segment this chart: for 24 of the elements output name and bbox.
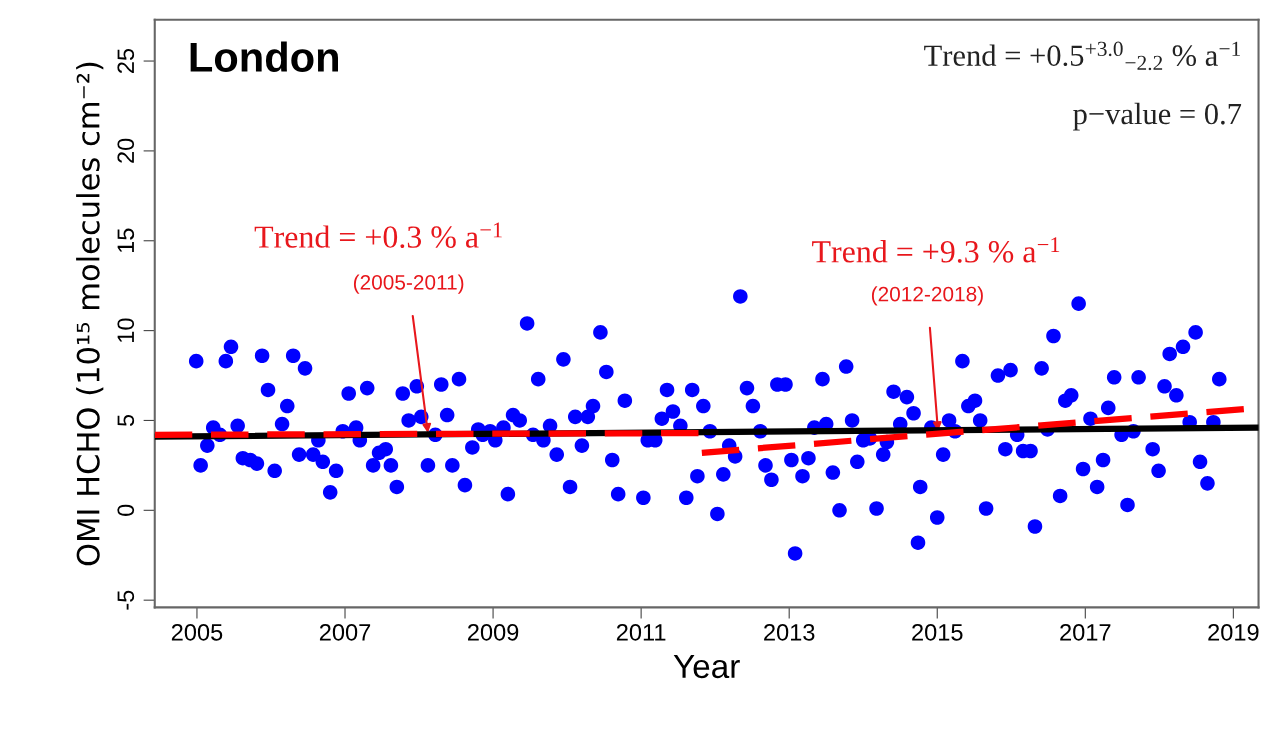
x-tick-label: 2017 <box>1060 623 1111 641</box>
annotation: p−value = 0.7 <box>1073 102 1242 131</box>
x-tick-label: 2015 <box>912 623 963 641</box>
y-tick-label: 0 <box>117 504 135 516</box>
annotation: Trend = +9.3 % a$^{−1}$ <box>812 237 1060 263</box>
y-axis-title: OMI HCHO (10¹⁵ molecules cm⁻²) <box>76 62 104 566</box>
annotation: Trend = +0.3 % a$^{−1}$ <box>254 222 502 249</box>
annotation: (2005-2011) <box>353 274 464 294</box>
annotation: (2012-2018) <box>871 286 983 306</box>
annotation: London <box>190 41 338 73</box>
y-tick-label: 15 <box>117 228 135 253</box>
x-tick-label: 2005 <box>171 623 223 641</box>
x-tick-label: 2009 <box>468 623 519 641</box>
y-tick-label: 25 <box>117 48 135 73</box>
y-tick-label: 20 <box>117 138 135 163</box>
y-tick-label: 5 <box>117 414 135 427</box>
annotation: Trend = +0.5$^{+3.0}$$_{−2.2}$ % a$^{−1}$ <box>924 41 1240 71</box>
y-tick-label: -5 <box>117 590 135 610</box>
x-tick-label: 2013 <box>764 623 815 641</box>
y-tick-label: 10 <box>117 318 135 342</box>
x-axis-title: Year <box>673 654 740 679</box>
x-tick-label: 2007 <box>319 623 371 641</box>
x-tick-label: 2011 <box>616 623 666 641</box>
x-tick-label: 2019 <box>1208 623 1259 641</box>
